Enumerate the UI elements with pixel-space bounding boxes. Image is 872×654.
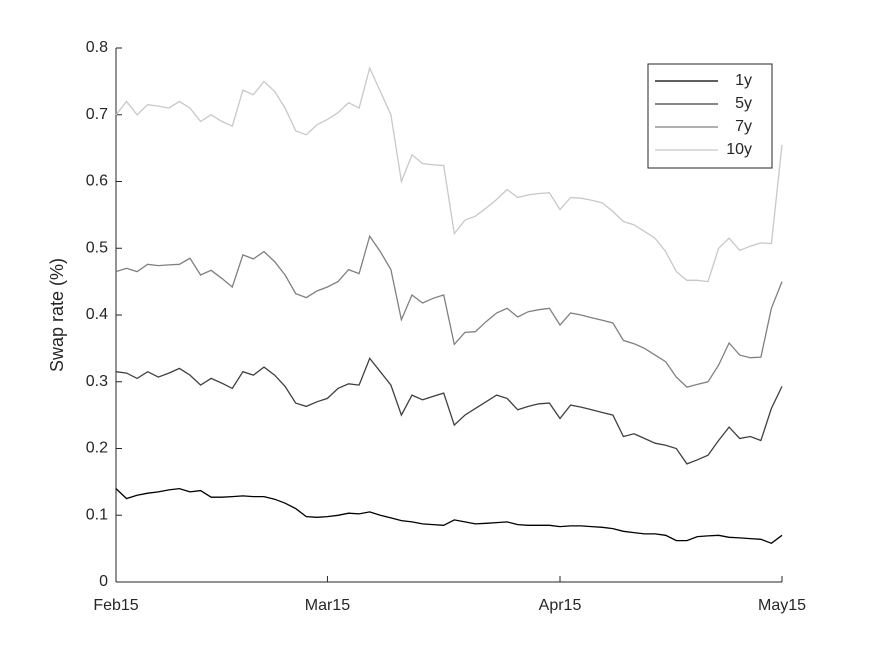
y-tick-label: 0.3	[86, 373, 108, 390]
x-tick-label: Apr15	[539, 597, 582, 614]
series-line	[115, 487, 783, 545]
y-tick-label: 0	[99, 573, 108, 590]
y-tick-label: 0.4	[86, 306, 108, 323]
y-axis-label: Swap rate (%)	[47, 258, 67, 372]
x-tick-label: Mar15	[305, 597, 350, 614]
y-tick-label: 0.2	[86, 440, 108, 457]
x-tick-label: Feb15	[93, 597, 138, 614]
x-tick-label: May15	[758, 597, 806, 614]
y-tick-label: 0.1	[86, 506, 108, 523]
legend-label: 1y	[735, 72, 752, 89]
y-tick-label: 0.8	[86, 39, 108, 56]
y-tick-label: 0.6	[86, 173, 108, 190]
legend-label: 7y	[735, 118, 752, 135]
legend-box	[647, 63, 773, 169]
series-line	[115, 234, 783, 388]
legend-label: 10y	[726, 141, 752, 158]
series-line	[115, 357, 783, 465]
y-tick-label: 0.5	[86, 239, 108, 256]
y-tick-label: 0.7	[86, 106, 108, 123]
legend-label: 5y	[735, 95, 752, 112]
series-line	[115, 66, 783, 283]
